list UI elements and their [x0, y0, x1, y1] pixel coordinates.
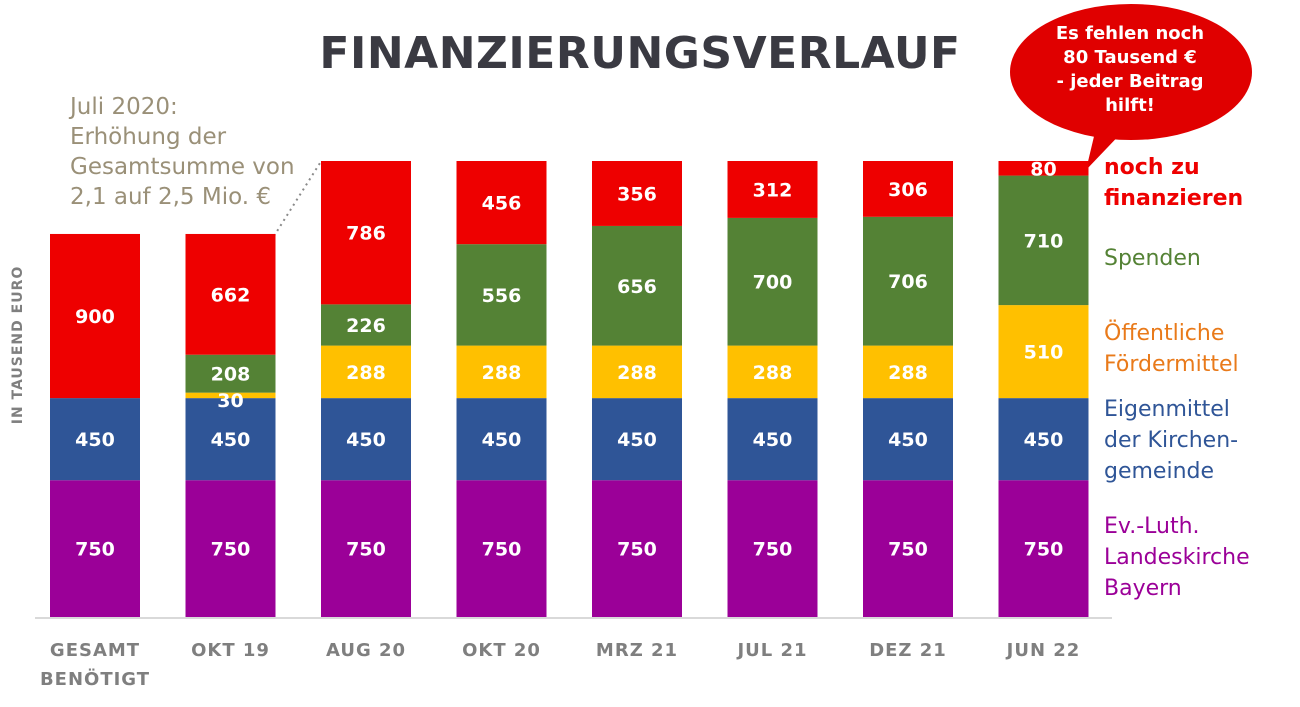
bar-foerdermittel [998, 305, 1089, 399]
x-tick-label: JUN 22 [1005, 640, 1081, 661]
data-label-offen: 900 [75, 306, 115, 328]
data-label-eigenmittel: 450 [753, 429, 793, 451]
bar-eigenmittel [321, 398, 411, 481]
data-label-foerdermittel: 288 [753, 362, 793, 384]
callout-pointer [1086, 126, 1128, 170]
data-label-offen: 306 [888, 179, 928, 201]
data-label-spenden: 706 [888, 271, 928, 293]
data-label-eigenmittel: 450 [482, 429, 522, 451]
bar-offen [998, 161, 1089, 176]
x-tick-label: GESAMT [50, 640, 140, 661]
bar-offen [321, 161, 411, 305]
legend-eigenmittel: Eigenmittel der Kirchen- gemeinde [1104, 397, 1239, 484]
bar-spenden [863, 216, 953, 346]
bar-spenden [456, 244, 547, 346]
data-label-spenden: 208 [211, 364, 251, 386]
data-label-offen: 786 [346, 223, 386, 245]
bar-eigenmittel [592, 398, 682, 481]
data-label-landeskirche: 750 [1024, 539, 1064, 561]
data-label-eigenmittel: 450 [888, 429, 928, 451]
bar-foerdermittel [321, 345, 411, 399]
x-tick-label: BENÖTIGT [40, 668, 150, 690]
bar-landeskirche [592, 480, 682, 617]
bar-landeskirche [50, 480, 140, 617]
bar-eigenmittel [185, 398, 276, 481]
data-label-foerdermittel: 288 [617, 362, 657, 384]
bar-eigenmittel [456, 398, 547, 481]
x-tick-label: OKT 19 [191, 640, 270, 661]
data-label-spenden: 656 [617, 276, 657, 298]
bar-offen [185, 233, 276, 355]
data-label-foerdermittel: 288 [482, 362, 522, 384]
x-tick-label: OKT 20 [462, 640, 541, 661]
legend-offen: noch zu finanzieren [1104, 155, 1244, 211]
data-label-landeskirche: 750 [888, 539, 928, 561]
x-tick-label: JUL 21 [735, 640, 807, 661]
data-label-offen: 312 [753, 179, 793, 201]
x-tick-label: MRZ 21 [596, 640, 678, 661]
data-label-landeskirche: 750 [75, 539, 115, 561]
x-tick-label: AUG 20 [326, 640, 406, 661]
data-label-spenden: 556 [482, 285, 522, 307]
chart-title: FINANZIERUNGSVERLAUF [319, 28, 961, 79]
data-label-spenden: 710 [1024, 230, 1064, 252]
data-label-landeskirche: 750 [617, 539, 657, 561]
bar-landeskirche [321, 480, 411, 617]
bar-foerdermittel [863, 345, 953, 399]
bar-offen [863, 161, 953, 217]
data-label-eigenmittel: 450 [75, 429, 115, 451]
data-label-eigenmittel: 450 [346, 429, 386, 451]
bar-foerdermittel [185, 392, 276, 399]
bar-offen [50, 233, 140, 399]
data-label-landeskirche: 750 [211, 539, 251, 561]
legend-landeskirche: Ev.-Luth. Landeskirche Bayern [1104, 514, 1250, 601]
x-tick-label: DEZ 21 [869, 640, 947, 661]
data-label-foerdermittel: 288 [346, 362, 386, 384]
bar-landeskirche [863, 480, 953, 617]
data-label-eigenmittel: 450 [617, 429, 657, 451]
bar-spenden [321, 304, 411, 346]
data-label-landeskirche: 750 [346, 539, 386, 561]
bar-eigenmittel [863, 398, 953, 481]
data-label-offen: 662 [211, 284, 251, 306]
bar-spenden [592, 225, 682, 346]
legend-spenden: Spenden [1104, 246, 1201, 271]
bar-offen [727, 161, 818, 218]
data-label-offen: 80 [1030, 158, 1056, 180]
callout-bubble [1010, 4, 1252, 140]
bar-eigenmittel [50, 398, 140, 481]
data-label-spenden: 226 [346, 315, 386, 337]
bar-landeskirche [727, 480, 818, 617]
bar-spenden [998, 175, 1089, 306]
data-label-eigenmittel: 450 [211, 429, 251, 451]
bar-landeskirche [998, 480, 1089, 617]
bar-offen [592, 161, 682, 226]
data-label-foerdermittel: 30 [217, 390, 243, 412]
bar-offen [456, 161, 547, 245]
data-label-offen: 356 [617, 183, 657, 205]
data-label-offen: 456 [482, 193, 522, 215]
bar-landeskirche [185, 480, 276, 617]
bar-landeskirche [456, 480, 547, 617]
data-label-spenden: 700 [753, 272, 793, 294]
callout-text: Es fehlen noch 80 Tausend € - jeder Beit… [1055, 23, 1205, 116]
bar-eigenmittel [727, 398, 818, 481]
bar-eigenmittel [998, 398, 1089, 481]
data-label-foerdermittel: 288 [888, 362, 928, 384]
data-label-landeskirche: 750 [753, 539, 793, 561]
data-label-eigenmittel: 450 [1024, 429, 1064, 451]
bar-foerdermittel [592, 345, 682, 399]
bar-spenden [727, 217, 818, 346]
annotation-connector [273, 162, 321, 237]
bar-spenden [185, 354, 276, 393]
bar-foerdermittel [456, 345, 547, 399]
annotation-note: Juli 2020: Erhöhung der Gesamtsumme von … [70, 94, 295, 210]
bar-foerdermittel [727, 345, 818, 399]
data-label-foerdermittel: 510 [1024, 342, 1064, 364]
data-label-landeskirche: 750 [482, 539, 522, 561]
legend-foerdermittel: Öffentliche Fördermittel [1104, 321, 1239, 377]
